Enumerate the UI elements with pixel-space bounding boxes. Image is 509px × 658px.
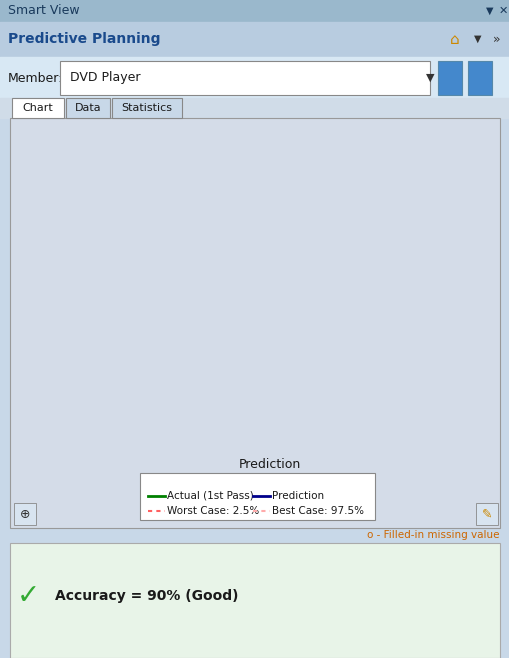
Bar: [126, 145, 239, 415]
Text: Best Case: 97.5%: Best Case: 97.5%: [271, 506, 363, 516]
Text: o - Filled-in missing value: o - Filled-in missing value: [367, 530, 499, 540]
FancyBboxPatch shape: [10, 118, 499, 528]
Text: Accuracy = 90% (Good): Accuracy = 90% (Good): [55, 589, 238, 603]
FancyBboxPatch shape: [467, 61, 491, 95]
FancyBboxPatch shape: [140, 473, 374, 520]
Text: Smart View: Smart View: [8, 5, 79, 18]
FancyBboxPatch shape: [112, 98, 182, 118]
Text: ▼: ▼: [473, 34, 481, 44]
Text: ▼: ▼: [485, 6, 493, 16]
Text: ⌂: ⌂: [449, 32, 459, 47]
Text: ✎: ✎: [481, 507, 491, 520]
FancyBboxPatch shape: [66, 98, 110, 118]
Text: DVD Player: DVD Player: [70, 72, 140, 84]
FancyBboxPatch shape: [14, 503, 36, 525]
Text: Member:: Member:: [8, 72, 63, 84]
Title: DVD Player: DVD Player: [236, 128, 323, 142]
Text: ⊕: ⊕: [20, 507, 30, 520]
Text: ✕: ✕: [497, 6, 506, 16]
Text: Chart: Chart: [22, 103, 53, 113]
FancyBboxPatch shape: [10, 543, 499, 658]
Text: Actual (1st Pass): Actual (1st Pass): [166, 491, 253, 501]
Text: Predictive Planning: Predictive Planning: [8, 32, 160, 46]
FancyBboxPatch shape: [60, 61, 429, 95]
Text: Prediction: Prediction: [271, 491, 324, 501]
FancyBboxPatch shape: [475, 503, 497, 525]
Text: »: »: [492, 32, 500, 45]
FancyBboxPatch shape: [437, 61, 461, 95]
Text: Data: Data: [74, 103, 101, 113]
Text: Statistics: Statistics: [121, 103, 172, 113]
Text: Prediction: Prediction: [238, 459, 300, 472]
Bar: [296, 145, 401, 415]
Text: ✓: ✓: [16, 582, 40, 610]
FancyBboxPatch shape: [12, 98, 64, 118]
Text: ▼: ▼: [425, 73, 433, 83]
Text: Worst Case: 2.5%: Worst Case: 2.5%: [166, 506, 259, 516]
